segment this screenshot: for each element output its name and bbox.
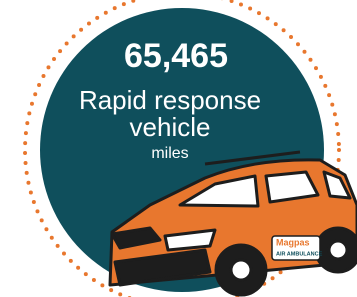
infographic: 65,465 Rapid response vehicle miles Magp… [0,0,357,297]
decal-subtitle: AIR AMBULANCE [276,251,323,257]
stat-label: Rapid response [79,85,261,115]
stat-unit: miles [151,145,188,162]
hub [329,241,347,259]
hub [231,260,251,280]
decal-brand: Magpas [276,237,310,247]
stat-value: 65,465 [124,37,228,75]
stat-label: vehicle [130,112,211,142]
